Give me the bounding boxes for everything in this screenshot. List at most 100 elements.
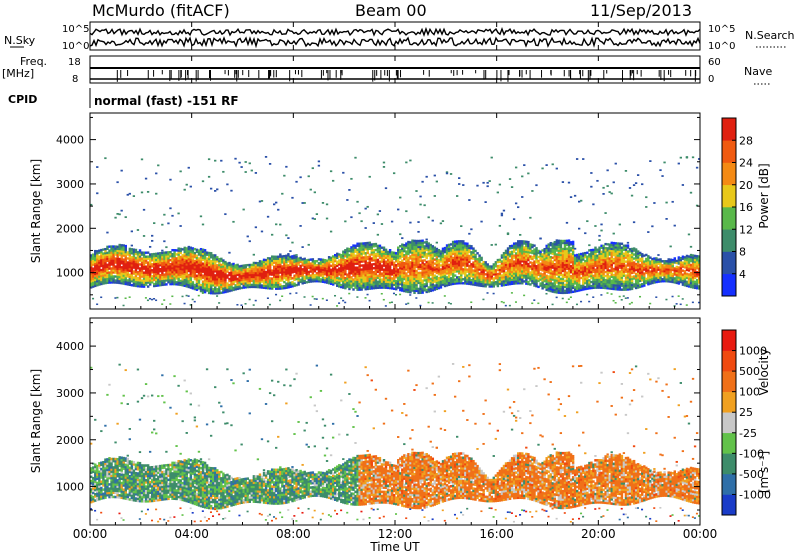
scatter-cell	[264, 155, 268, 158]
data-cell	[279, 259, 282, 262]
data-cell	[468, 280, 471, 284]
data-cell	[346, 273, 349, 276]
data-cell	[350, 280, 353, 283]
ground-scatter-cell	[395, 294, 398, 296]
data-cell	[356, 260, 359, 263]
data-cell	[209, 252, 213, 255]
data-cell	[472, 257, 475, 260]
data-cell	[571, 260, 575, 264]
data-cell	[323, 272, 327, 276]
data-cell	[191, 265, 195, 268]
scatter-cell	[419, 203, 422, 206]
data-cell	[364, 262, 367, 265]
scatter-cell	[476, 184, 479, 187]
data-cell	[138, 259, 142, 262]
data-cell	[232, 282, 235, 286]
data-cell	[323, 280, 327, 284]
data-cell	[230, 277, 233, 280]
data-cell	[565, 265, 569, 268]
data-cell	[179, 267, 182, 271]
data-cell	[283, 260, 286, 264]
data-cell	[514, 276, 518, 279]
data-cell	[376, 286, 380, 289]
data-cell	[207, 253, 211, 257]
data-cell	[397, 258, 400, 261]
data-cell	[189, 276, 193, 279]
data-cell	[592, 252, 595, 256]
data-cell	[392, 253, 396, 257]
data-cell	[610, 287, 613, 290]
data-cell	[425, 272, 428, 276]
data-cell	[378, 272, 382, 275]
data-cell	[474, 273, 477, 277]
data-cell	[279, 255, 282, 258]
data-cell	[289, 269, 292, 273]
data-cell	[411, 269, 414, 272]
data-cell	[366, 277, 369, 281]
data-cell	[567, 283, 571, 286]
data-cell	[478, 264, 481, 267]
data-cell	[279, 261, 282, 264]
data-cell	[273, 283, 276, 286]
data-cell	[529, 261, 532, 264]
data-cell	[399, 264, 402, 268]
data-cell	[358, 278, 361, 281]
data-cell	[179, 257, 182, 261]
data-cell	[98, 281, 101, 284]
data-cell	[295, 261, 298, 265]
data-cell	[523, 262, 526, 265]
data-cell	[262, 270, 266, 273]
data-cell	[100, 258, 103, 262]
data-cell	[244, 278, 247, 281]
nsky-tick-high: 10^5	[62, 24, 89, 35]
data-cell	[108, 245, 111, 248]
data-cell	[338, 267, 341, 270]
data-cell	[275, 275, 278, 278]
data-cell	[118, 243, 121, 247]
data-cell	[157, 252, 160, 255]
data-cell	[382, 258, 386, 261]
data-cell	[508, 258, 512, 262]
data-cell	[102, 276, 105, 279]
data-cell	[567, 263, 571, 266]
data-cell	[258, 282, 262, 285]
data-cell	[96, 282, 99, 285]
data-cell	[128, 247, 132, 251]
scatter-cell	[376, 213, 380, 216]
data-cell	[573, 266, 577, 269]
data-cell	[417, 261, 420, 265]
data-cell	[569, 247, 573, 250]
data-cell	[336, 284, 339, 287]
data-cell	[136, 253, 140, 256]
data-cell	[293, 276, 296, 279]
data-cell	[549, 283, 552, 287]
data-cell	[161, 253, 164, 257]
data-cell	[260, 278, 264, 281]
data-cell	[266, 265, 270, 268]
data-cell	[132, 278, 136, 281]
data-cell	[214, 288, 217, 291]
nsearch-tick-high: 10^5	[708, 24, 735, 35]
data-cell	[447, 277, 451, 281]
data-cell	[327, 258, 331, 261]
data-cell	[533, 284, 536, 287]
data-cell	[116, 255, 119, 258]
data-cell	[382, 254, 386, 257]
scatter-cell	[179, 225, 182, 227]
data-cell	[417, 253, 420, 257]
data-cell	[138, 255, 142, 258]
scatter-cell	[405, 210, 408, 213]
data-cell	[240, 278, 243, 282]
data-cell	[594, 258, 597, 261]
data-cell	[423, 275, 426, 278]
data-cell	[238, 279, 241, 282]
data-cell	[325, 271, 329, 274]
data-cell	[413, 281, 416, 284]
data-cell	[197, 283, 201, 286]
data-cell	[539, 268, 542, 271]
data-cell	[462, 258, 465, 261]
data-cell	[315, 272, 319, 275]
data-cell	[541, 277, 544, 280]
data-cell	[417, 275, 420, 279]
data-cell	[458, 246, 461, 249]
